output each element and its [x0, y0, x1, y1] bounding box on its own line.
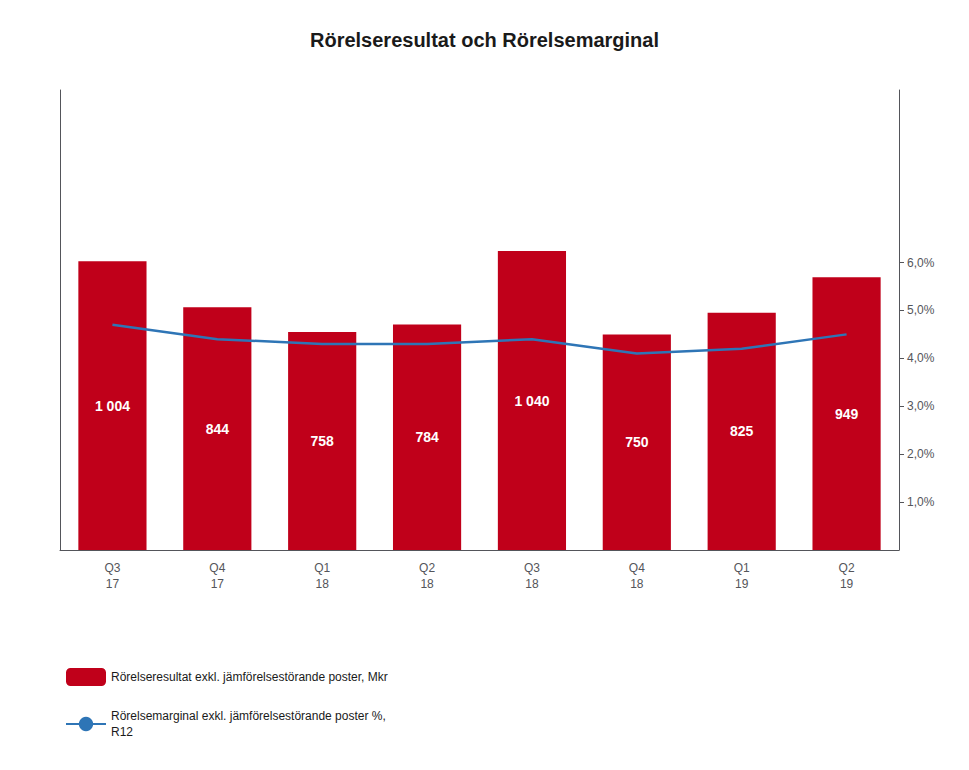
svg-text:Q4: Q4: [629, 561, 645, 575]
svg-text:2,0%: 2,0%: [907, 447, 935, 461]
svg-text:18: 18: [420, 577, 434, 591]
svg-text:Q1: Q1: [734, 561, 750, 575]
svg-text:R12: R12: [111, 725, 133, 739]
svg-text:17: 17: [106, 577, 120, 591]
svg-text:Q2: Q2: [839, 561, 855, 575]
svg-text:Q2: Q2: [419, 561, 435, 575]
svg-text:758: 758: [311, 433, 335, 449]
svg-text:3,0%: 3,0%: [907, 399, 935, 413]
svg-text:1 004: 1 004: [95, 398, 130, 414]
svg-text:844: 844: [206, 421, 230, 437]
svg-text:1,0%: 1,0%: [907, 495, 935, 509]
svg-text:6,0%: 6,0%: [907, 256, 935, 270]
svg-text:Rörelseresultat exkl. jämförel: Rörelseresultat exkl. jämförelsestörande…: [111, 670, 388, 684]
svg-text:1 040: 1 040: [514, 393, 549, 409]
svg-text:18: 18: [316, 577, 330, 591]
svg-text:Q4: Q4: [209, 561, 225, 575]
svg-text:825: 825: [730, 423, 754, 439]
svg-text:Q3: Q3: [524, 561, 540, 575]
svg-text:Rörelseresultat och Rörelsemar: Rörelseresultat och Rörelsemarginal: [310, 29, 659, 51]
svg-text:Q1: Q1: [314, 561, 330, 575]
svg-text:5,0%: 5,0%: [907, 303, 935, 317]
svg-text:4,0%: 4,0%: [907, 351, 935, 365]
svg-text:18: 18: [525, 577, 539, 591]
svg-text:18: 18: [630, 577, 644, 591]
svg-text:750: 750: [625, 434, 649, 450]
svg-text:17: 17: [211, 577, 225, 591]
svg-text:784: 784: [415, 429, 439, 445]
svg-text:949: 949: [835, 406, 859, 422]
svg-text:19: 19: [735, 577, 749, 591]
svg-text:19: 19: [840, 577, 854, 591]
svg-text:Rörelsemarginal exkl. jämförel: Rörelsemarginal exkl. jämförelsestörande…: [111, 709, 386, 723]
svg-text:Q3: Q3: [104, 561, 120, 575]
